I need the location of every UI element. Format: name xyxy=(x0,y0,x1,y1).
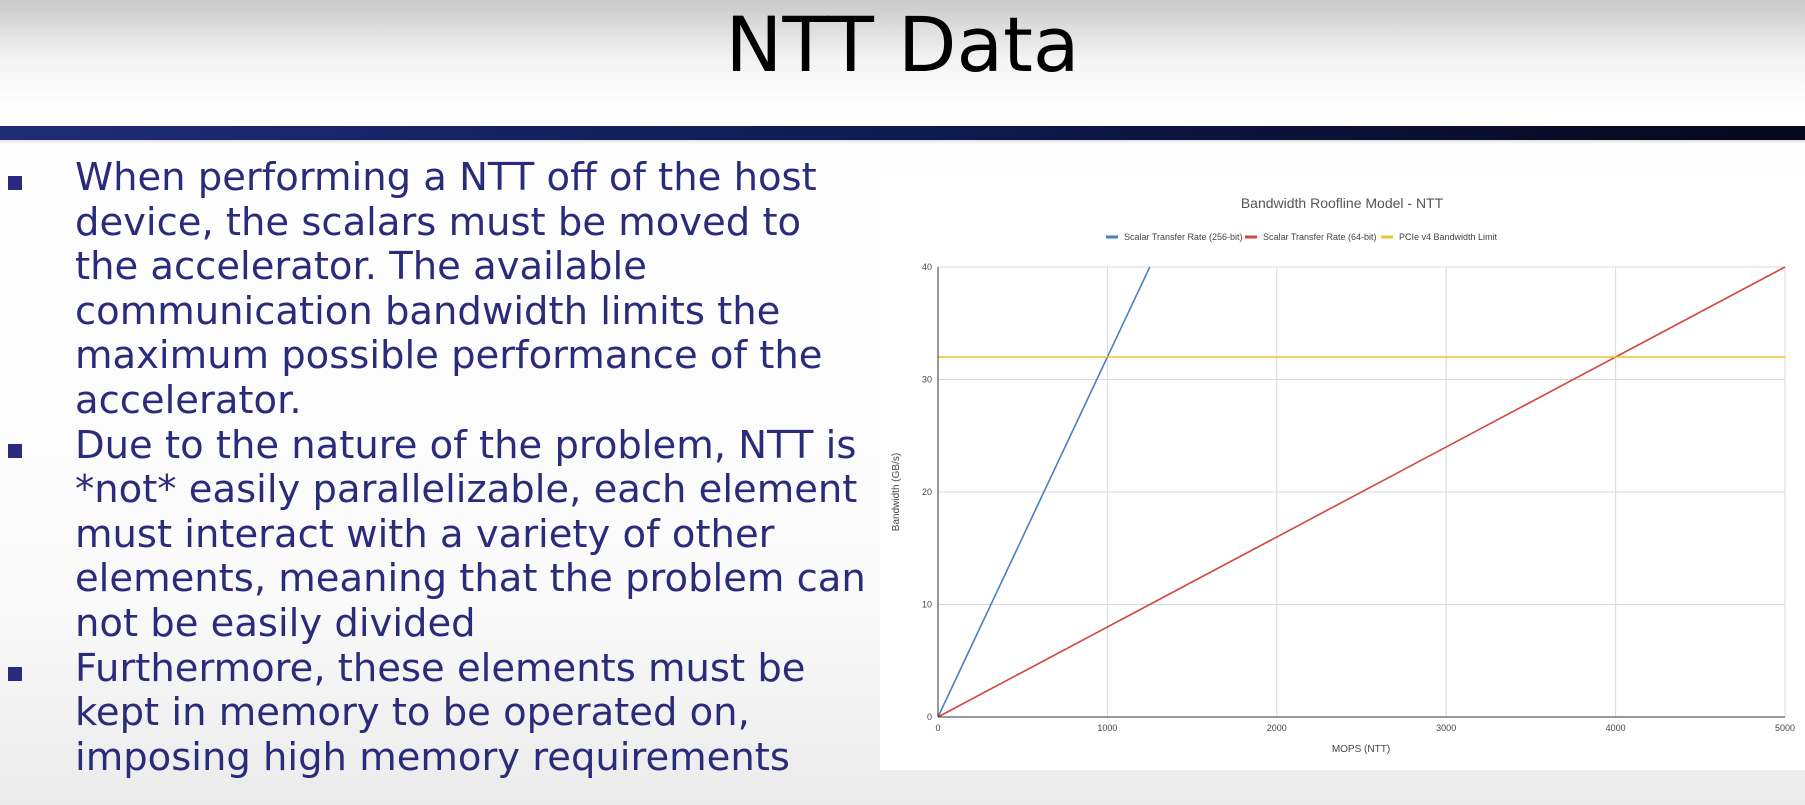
series-line-2 xyxy=(937,266,1786,718)
roofline-chart: Bandwidth Roofline Model - NTT Scalar Tr… xyxy=(880,170,1805,770)
y-tick-label: 40 xyxy=(922,262,932,272)
x-axis-label: MOPS (NTT) xyxy=(1332,744,1390,755)
chart-axes: 0 1000 2000 3000 4000 5000 0 10 20 30 40 xyxy=(922,262,1795,733)
slide-title: NTT Data xyxy=(725,0,1080,89)
bullet-text: Furthermore, these elements must be kept… xyxy=(75,645,806,780)
square-bullet-icon xyxy=(8,176,22,190)
chart-canvas: Bandwidth Roofline Model - NTT Scalar Tr… xyxy=(880,170,1805,770)
x-tick-label: 0 xyxy=(935,723,940,733)
y-tick-label: 0 xyxy=(927,712,932,722)
chart-series xyxy=(937,266,1786,718)
x-tick-label: 2000 xyxy=(1267,723,1287,733)
y-axis-label: Bandwidth (GB/s) xyxy=(891,453,902,531)
title-divider-bar xyxy=(0,126,1805,140)
square-bullet-icon xyxy=(8,443,22,458)
title-divider-shadow xyxy=(0,140,1805,144)
x-tick-label: 4000 xyxy=(1606,723,1626,733)
series-line-1 xyxy=(937,266,1151,718)
y-tick-label: 30 xyxy=(922,375,932,385)
x-tick-label: 1000 xyxy=(1097,723,1117,733)
chart-title: Bandwidth Roofline Model - NTT xyxy=(1241,195,1444,211)
legend-label: Scalar Transfer Rate (64-bit) xyxy=(1263,232,1377,242)
bullet-text: When performing a NTT off of the host de… xyxy=(75,155,823,423)
chart-grid xyxy=(938,266,1786,717)
y-tick-label: 10 xyxy=(922,600,932,610)
bullet-item: Due to the nature of the problem, NTT is… xyxy=(0,422,870,647)
legend-label: Scalar Transfer Rate (256-bit) xyxy=(1124,232,1243,242)
bullet-item: Furthermore, these elements must be kept… xyxy=(0,645,870,781)
bullet-item: When performing a NTT off of the host de… xyxy=(0,155,870,424)
legend-label: PCIe v4 Bandwidth Limit xyxy=(1399,232,1498,242)
x-tick-label: 3000 xyxy=(1436,723,1456,733)
square-bullet-icon xyxy=(8,666,22,681)
chart-background xyxy=(880,170,1805,770)
bullet-text: Due to the nature of the problem, NTT is… xyxy=(75,422,866,646)
chart-legend: Scalar Transfer Rate (256-bit) Scalar Tra… xyxy=(1106,232,1498,242)
y-tick-label: 20 xyxy=(922,487,932,497)
bullet-list: When performing a NTT off of the host de… xyxy=(0,155,870,781)
x-tick-label: 5000 xyxy=(1775,723,1795,733)
